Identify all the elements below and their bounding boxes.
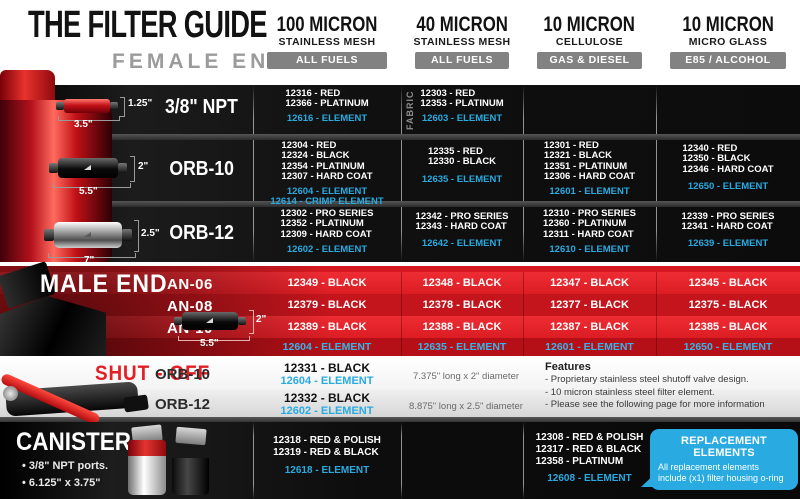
male-end-section bbox=[0, 266, 800, 356]
length-dim: 5.5" bbox=[200, 338, 219, 349]
divider bbox=[401, 272, 402, 356]
column-header-40-micron: 40 MICRON STAINLESS MESH ALL FUELS bbox=[401, 14, 523, 69]
fuel-badge: E85 / ALCOHOL bbox=[670, 52, 786, 69]
filter-illustration-male: 2" 5.5" bbox=[170, 300, 275, 350]
filter-illustration-npt: 1.25" 3.5" bbox=[48, 88, 152, 130]
aeromotive-logo bbox=[84, 165, 91, 170]
male-row-elements: 12604 - ELEMENT 12635 - ELEMENT 12601 - … bbox=[282, 341, 773, 353]
aeromotive-logo bbox=[206, 318, 213, 323]
fuel-badge: ALL FUELS bbox=[415, 52, 509, 69]
section-divider bbox=[0, 417, 800, 422]
canister-bullets: • 3/8" NPT ports. • 6.125" x 3.75" bbox=[22, 460, 109, 489]
shutoff-heading: SHUT - OFF bbox=[95, 362, 211, 385]
cell-npt-microglass bbox=[656, 89, 800, 133]
cell-orb10-microglass: 12340 - RED 12350 - BLACK 12346 - HARD C… bbox=[682, 143, 774, 192]
female-end-heading: FEMALE END bbox=[112, 50, 289, 73]
divider bbox=[253, 422, 254, 499]
diameter-dim: 2" bbox=[256, 314, 267, 325]
cell-orb10-100micron: 12304 - RED 12324 - BLACK 12354 - PLATIN… bbox=[270, 140, 384, 208]
cell-orb10-40micron: 12335 - RED 12330 - BLACK 12635 - ELEMEN… bbox=[421, 146, 503, 186]
page-title: THE FILTER GUIDE bbox=[28, 4, 267, 46]
shutoff-size-orb12: 8.875" long x 2.5" diameter bbox=[409, 401, 523, 412]
divider bbox=[523, 272, 524, 356]
female-row-npt: 12316 - RED 12366 - PLATINUM 12616 - ELE… bbox=[253, 88, 800, 133]
shutoff-features: Features - Proprietary stainless steel s… bbox=[545, 361, 765, 411]
cell-npt-cellulose bbox=[523, 89, 656, 133]
cell-orb12-cellulose: 12310 - PRO SERIES 12360 - PLATINUM 1231… bbox=[543, 208, 636, 255]
shutoff-label-orb12: ORB-12 bbox=[155, 396, 211, 413]
divider bbox=[656, 272, 657, 356]
cell-npt-100micron: 12316 - RED 12366 - PLATINUM 12616 - ELE… bbox=[285, 88, 369, 125]
fuel-badge: ALL FUELS bbox=[267, 52, 387, 69]
column-header-10-micron-cellulose: 10 MICRON CELLULOSE GAS & DIESEL bbox=[523, 14, 656, 69]
canister-photo-polished bbox=[128, 456, 166, 495]
fuel-badge: GAS & DIESEL bbox=[537, 52, 642, 69]
divider bbox=[523, 422, 524, 499]
male-row-an06: 12349 - BLACK 12348 - BLACK 12347 - BLAC… bbox=[287, 277, 768, 289]
row-label-orb10: ORB-10 bbox=[169, 158, 234, 180]
aeromotive-logo bbox=[84, 232, 91, 237]
male-end-heading: MALE END bbox=[40, 270, 168, 298]
female-row-orb12: 12302 - PRO SERIES 12352 - PLATINUM 1230… bbox=[253, 208, 800, 262]
shutoff-parts-orb10: 12331 - BLACK 12604 - ELEMENT bbox=[280, 361, 374, 388]
divider bbox=[401, 85, 402, 262]
cell-orb12-40micron: 12342 - PRO SERIES 12343 - HARD COAT 126… bbox=[415, 211, 509, 250]
cell-orb12-microglass: 12339 - PRO SERIES 12341 - HARD COAT 126… bbox=[681, 211, 775, 250]
row-label-an06: AN-06 bbox=[167, 276, 213, 293]
column-header-10-micron-microglass: 10 MICRON MICRO GLASS E85 / ALCOHOL bbox=[656, 14, 800, 69]
shutoff-parts-orb12: 12332 - BLACK 12602 - ELEMENT bbox=[280, 391, 374, 418]
divider bbox=[523, 85, 524, 262]
cell-orb12-100micron: 12302 - PRO SERIES 12352 - PLATINUM 1230… bbox=[280, 208, 374, 255]
cell-npt-40micron: 12303 - RED 12353 - PLATINUM 12603 - ELE… bbox=[420, 88, 504, 125]
row-label-orb12: ORB-12 bbox=[169, 222, 234, 244]
length-dim: 5.5" bbox=[79, 186, 98, 197]
canister-photo-black bbox=[172, 458, 209, 495]
shutoff-pivot-photo bbox=[3, 386, 18, 401]
cell-canister-100micron: 12318 - RED & POLISH 12319 - RED & BLACK… bbox=[273, 435, 381, 477]
replacement-elements-callout: REPLACEMENT ELEMENTS All replacement ele… bbox=[641, 429, 798, 490]
diameter-dim: 2" bbox=[138, 161, 149, 172]
row-label-an08: AN-08 bbox=[167, 298, 213, 315]
male-row-an10: 12389 - BLACK 12388 - BLACK 12387 - BLAC… bbox=[287, 321, 768, 333]
filter-illustration-orb10: 2" 5.5" bbox=[45, 145, 153, 197]
length-dim: 3.5" bbox=[74, 119, 93, 130]
column-header-100-micron: 100 MICRON STAINLESS MESH ALL FUELS bbox=[253, 14, 401, 69]
divider bbox=[656, 85, 657, 262]
male-row-an08: 12379 - BLACK 12378 - BLACK 12377 - BLAC… bbox=[287, 299, 768, 311]
filter-illustration-orb12: 2.5" 7" bbox=[42, 209, 160, 266]
female-end-section bbox=[0, 85, 800, 262]
shutoff-size-orb10: 7.375" long x 2" diameter bbox=[412, 371, 520, 382]
shutoff-label-orb10: ORB-10 bbox=[155, 366, 211, 383]
row-label-npt: 3/8" NPT bbox=[165, 96, 238, 118]
canister-photo-polished bbox=[128, 440, 166, 457]
row-separator bbox=[0, 134, 800, 140]
canister-photo-black bbox=[172, 442, 209, 459]
cell-orb10-cellulose: 12301 - RED 12321 - BLACK 12351 - PLATIN… bbox=[543, 140, 636, 197]
diameter-dim: 2.5" bbox=[141, 228, 160, 239]
female-row-orb10: 12304 - RED 12324 - BLACK 12354 - PLATIN… bbox=[253, 140, 800, 207]
divider bbox=[401, 422, 402, 499]
diameter-dim: 1.25" bbox=[128, 98, 153, 109]
divider bbox=[253, 85, 254, 262]
row-separator bbox=[0, 201, 800, 207]
length-dim: 7" bbox=[84, 255, 95, 266]
cell-canister-cellulose: 12308 - RED & POLISH 12317 - RED & BLACK… bbox=[535, 432, 644, 484]
canister-heading: CANISTER bbox=[16, 428, 132, 456]
